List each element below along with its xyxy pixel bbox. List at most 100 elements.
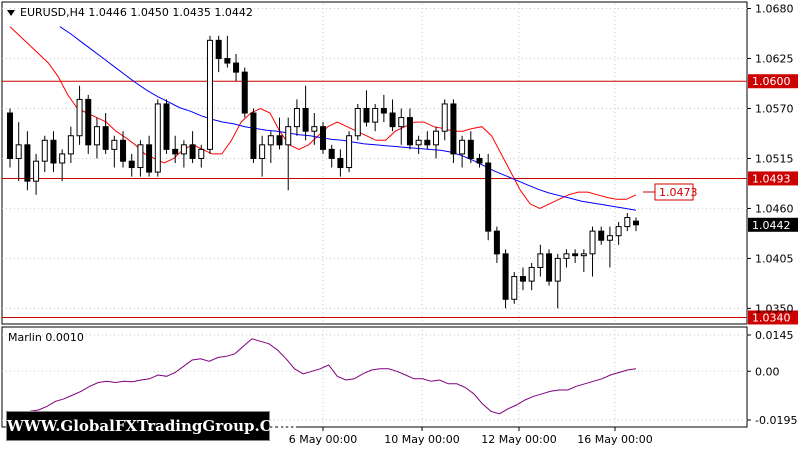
candle — [459, 135, 466, 168]
y-tick-label: 0.00 — [755, 365, 780, 378]
y-tick-label: 1.0680 — [755, 3, 794, 16]
candle — [363, 90, 370, 127]
price-badge-label: 1.0442 — [752, 219, 791, 232]
level-badge — [748, 310, 798, 325]
y-tick-label: 0.0145 — [755, 329, 794, 342]
marlin-line — [29, 338, 637, 415]
candle — [554, 253, 561, 309]
candle — [389, 99, 396, 132]
candle — [215, 35, 222, 73]
x-tick-label: 6 May 00:00 — [289, 433, 357, 446]
candle — [172, 135, 179, 163]
candle — [346, 131, 353, 173]
level-badge — [748, 74, 798, 89]
candle — [276, 117, 283, 150]
indicator-axis: 0.0145 0.00 -0.0195 — [747, 329, 797, 427]
candle — [259, 135, 266, 177]
indicator-label: Marlin 0.0010 — [8, 331, 84, 344]
candle — [163, 99, 170, 154]
arrow-annotation: 1.0473 — [643, 183, 698, 201]
candle — [137, 140, 144, 177]
candle — [206, 35, 213, 154]
level-badge-label: 1.0340 — [752, 311, 791, 324]
candle — [33, 153, 40, 195]
candle — [380, 94, 387, 123]
price-badge — [748, 217, 798, 232]
candle — [320, 122, 326, 154]
candle — [572, 249, 579, 263]
candle — [146, 135, 153, 177]
candle — [424, 131, 431, 150]
candle — [372, 103, 379, 132]
y-tick-label: 1.0515 — [755, 152, 794, 165]
candle — [85, 94, 92, 154]
y-tick-label: 1.0460 — [755, 202, 794, 215]
candle — [528, 262, 535, 291]
candle — [241, 67, 248, 118]
candle — [337, 149, 344, 177]
candle — [233, 53, 240, 82]
candles — [7, 35, 639, 309]
candle — [198, 144, 205, 168]
arrow-label: 1.0473 — [659, 186, 698, 199]
level-badge-label: 1.0493 — [752, 172, 791, 185]
time-axis: 6 May 00:00 10 May 00:00 12 May 00:00 16 Ma… — [289, 427, 653, 446]
price-axis: 1.0680 1.0625 1.0570 1.0515 1.0460 1.0405 1.03… — [747, 3, 794, 315]
level-badge — [748, 171, 798, 186]
y-tick-label: 1.0350 — [755, 302, 794, 315]
candle — [76, 85, 83, 145]
candle — [311, 113, 318, 145]
candle — [433, 126, 440, 159]
candle — [598, 226, 605, 245]
x-tick-label: 12 May 00:00 — [481, 433, 556, 446]
candle — [537, 244, 544, 277]
candle — [354, 103, 361, 141]
candle — [41, 135, 48, 173]
dropdown-triangle-icon[interactable] — [7, 10, 15, 16]
candle — [154, 99, 161, 177]
candle — [615, 222, 622, 245]
candle — [267, 131, 274, 163]
candle — [398, 108, 405, 145]
candle — [441, 99, 448, 141]
candle — [328, 144, 335, 168]
candle — [293, 99, 300, 136]
candle — [120, 131, 127, 168]
candle — [415, 135, 422, 154]
candle — [485, 153, 492, 241]
candle — [476, 153, 483, 168]
y-tick-label: 1.0570 — [755, 102, 794, 115]
candle — [633, 217, 639, 232]
candle — [563, 249, 570, 268]
candle — [50, 131, 57, 173]
candle — [502, 249, 509, 309]
candle — [128, 153, 135, 177]
candle — [302, 85, 309, 141]
candle — [224, 35, 231, 68]
candle — [250, 108, 257, 163]
horizontal-levels: 1.0600 1.0493 1.0340 1.0442 — [2, 74, 798, 325]
y-tick-label: 1.0405 — [755, 252, 794, 265]
candle — [406, 108, 413, 150]
level-badge-label: 1.0600 — [752, 75, 791, 88]
candle — [589, 226, 596, 277]
indicator-line — [29, 338, 637, 415]
candle — [606, 226, 613, 268]
candle — [450, 99, 457, 163]
x-tick-label: 10 May 00:00 — [384, 433, 459, 446]
y-tick-label: -0.0195 — [755, 414, 797, 427]
candle — [467, 131, 474, 163]
candle — [15, 122, 22, 182]
candle — [24, 131, 31, 191]
candle — [180, 140, 187, 168]
x-tick-label: 16 May 00:00 — [577, 433, 652, 446]
main-pane — [1, 1, 748, 325]
candle — [7, 108, 13, 168]
candle — [285, 117, 292, 191]
watermark: WWW.GlobalFXTradingGroup.Com — [6, 411, 298, 441]
candle — [102, 113, 109, 154]
candle — [111, 135, 118, 168]
candle — [580, 249, 587, 273]
candle — [59, 149, 66, 182]
